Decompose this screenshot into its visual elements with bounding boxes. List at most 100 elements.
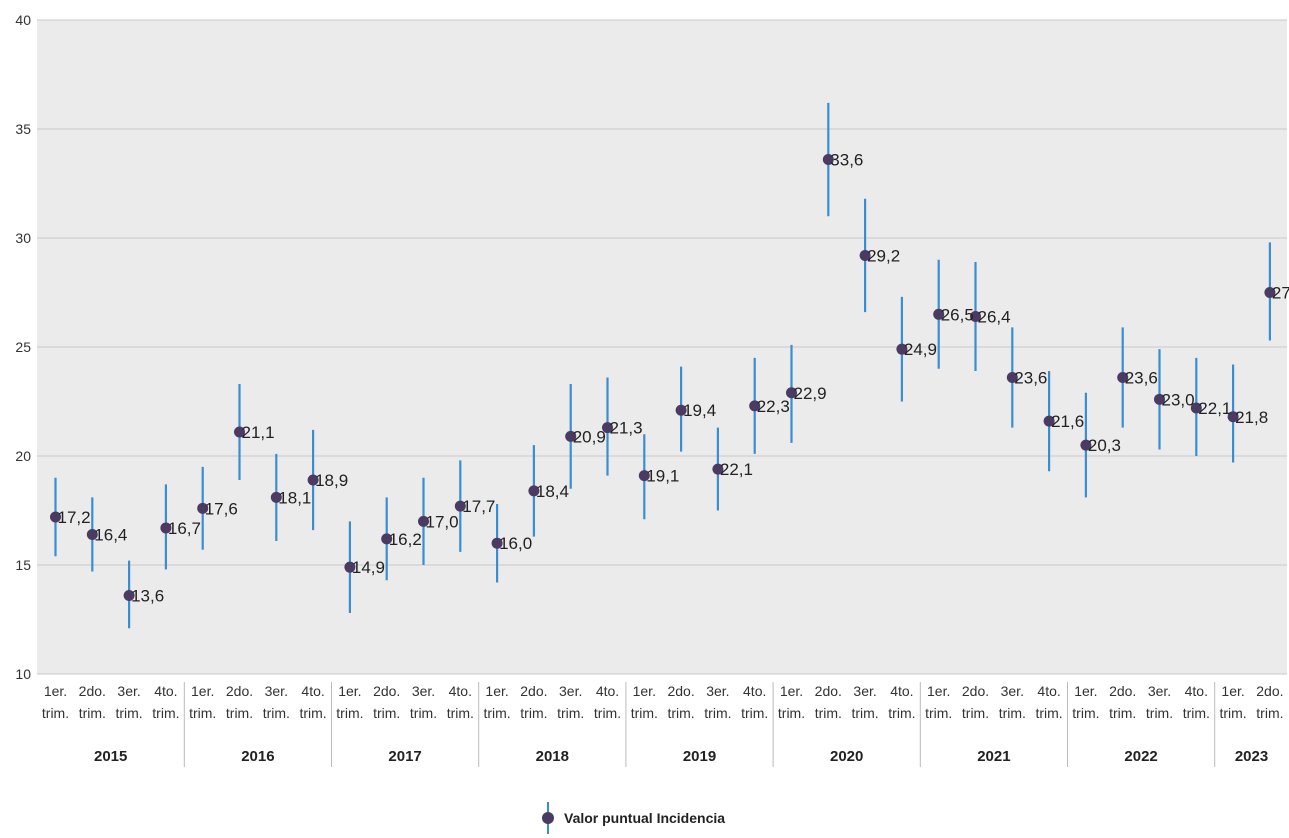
data-point [565, 430, 577, 442]
x-tick-label: trim. [925, 705, 952, 721]
x-tick-label: 2do. [373, 683, 400, 699]
series: 17,216,4 13,6 16,717,6 21,1 18,118,9 14,916,2… [50, 102, 1289, 629]
y-tick-label: 10 [15, 666, 31, 682]
data-label: 17,0 [426, 512, 459, 531]
data-point [86, 528, 98, 540]
x-tick-label: 3er. [412, 683, 435, 699]
year-label: 2017 [388, 748, 421, 765]
x-tick-label: trim. [778, 705, 805, 721]
x-tick-label: trim. [42, 705, 69, 721]
data-point [638, 470, 650, 482]
data-label: 14,9 [352, 558, 385, 577]
y-tick-label: 25 [15, 339, 31, 355]
x-tick-label: 1er. [927, 683, 950, 699]
data-point [1006, 372, 1018, 384]
data-point [712, 463, 724, 475]
data-point [859, 249, 871, 261]
data-point [160, 522, 172, 534]
data-point [1080, 439, 1092, 451]
y-tick-label: 20 [15, 448, 31, 464]
x-tick-label: 1er. [191, 683, 214, 699]
x-tick-label: trim. [667, 705, 694, 721]
x-tick-label: trim. [226, 705, 253, 721]
year-label: 2015 [94, 748, 127, 765]
data-point [970, 310, 981, 322]
x-tick-label: trim. [1072, 705, 1099, 721]
year-label: 2019 [683, 748, 716, 765]
x-tick-label: trim. [520, 705, 547, 721]
x-tick-label: trim. [373, 705, 400, 721]
x-tick-label: trim. [447, 705, 474, 721]
y-tick-label: 40 [15, 12, 31, 28]
data-point [381, 533, 393, 545]
y-tick-label: 30 [15, 230, 31, 246]
x-tick-label: trim. [410, 705, 437, 721]
x-tick-label: 2do. [226, 683, 253, 699]
data-point [1190, 402, 1202, 414]
data-point [933, 308, 945, 320]
x-tick-label: trim. [888, 705, 915, 721]
x-tick-label: trim. [999, 705, 1026, 721]
x-tick-label: 1er. [44, 683, 67, 699]
year-label: 2023 [1235, 748, 1268, 765]
x-tick-label: 1er. [338, 683, 361, 699]
year-label: 2018 [536, 748, 569, 765]
data-point [50, 511, 61, 523]
data-label: 18,1 [278, 488, 311, 507]
x-tick-label: trim. [594, 705, 621, 721]
gridlines [37, 19, 1287, 675]
x-tick-label: trim. [263, 705, 290, 721]
data-point [197, 502, 209, 514]
data-point [602, 422, 613, 434]
data-label: 22,1 [720, 460, 753, 479]
data-point [344, 561, 356, 573]
legend-point-icon [542, 812, 554, 824]
x-tick-label: 1er. [1221, 683, 1244, 699]
data-point [454, 500, 466, 512]
data-label: 23,6 [1125, 369, 1158, 388]
data-point [822, 154, 834, 166]
x-tick-label: 3er. [559, 683, 582, 699]
x-tick-label: trim. [851, 705, 878, 721]
data-label: 22,1 [1198, 399, 1231, 418]
data-label: 21,6 [1051, 412, 1084, 431]
x-tick-label: trim. [1183, 705, 1210, 721]
data-label: 17,2 [58, 508, 91, 527]
x-tick-label: 2do. [962, 683, 989, 699]
data-point [1043, 415, 1055, 427]
x-tick-label: 1er. [1074, 683, 1097, 699]
x-tick-label: trim. [741, 705, 768, 721]
x-tick-label: 4to. [301, 683, 324, 699]
x-tick-label: 3er. [1001, 683, 1024, 699]
data-point [418, 515, 429, 527]
x-tick-label: 4to. [1037, 683, 1060, 699]
x-tick-label: trim. [336, 705, 363, 721]
x-tick-label: 4to. [449, 683, 472, 699]
legend: Valor puntual Incidencia [542, 802, 725, 834]
year-label: 2020 [830, 748, 863, 765]
data-point [491, 537, 503, 549]
data-label: 16,7 [168, 519, 201, 538]
data-point [270, 491, 282, 503]
data-label: 16,2 [389, 530, 422, 549]
x-tick-label: trim. [1109, 705, 1136, 721]
x-tick-label: 4to. [596, 683, 619, 699]
data-label: 23,6 [1014, 369, 1047, 388]
legend-label: Valor puntual Incidencia [564, 810, 725, 826]
data-label: 21,8 [1235, 408, 1268, 427]
data-label: 17,6 [205, 499, 238, 518]
data-label: 21,1 [242, 423, 275, 442]
data-label: 16,0 [499, 534, 532, 553]
data-label: 33,6 [830, 151, 863, 170]
data-point [1227, 411, 1239, 423]
data-label: 26,4 [978, 307, 1011, 326]
x-tick-label: trim. [299, 705, 326, 721]
y-axis: 10 15 20 25 30 35 40 [15, 12, 31, 682]
data-label: 19,4 [683, 401, 716, 420]
x-tick-label: trim. [1256, 705, 1283, 721]
x-tick-label: 4to. [743, 683, 766, 699]
data-label: 20,3 [1088, 436, 1121, 455]
x-tick-label: 2do. [815, 683, 842, 699]
x-tick-label: trim. [704, 705, 731, 721]
data-label: 16,4 [94, 525, 127, 544]
